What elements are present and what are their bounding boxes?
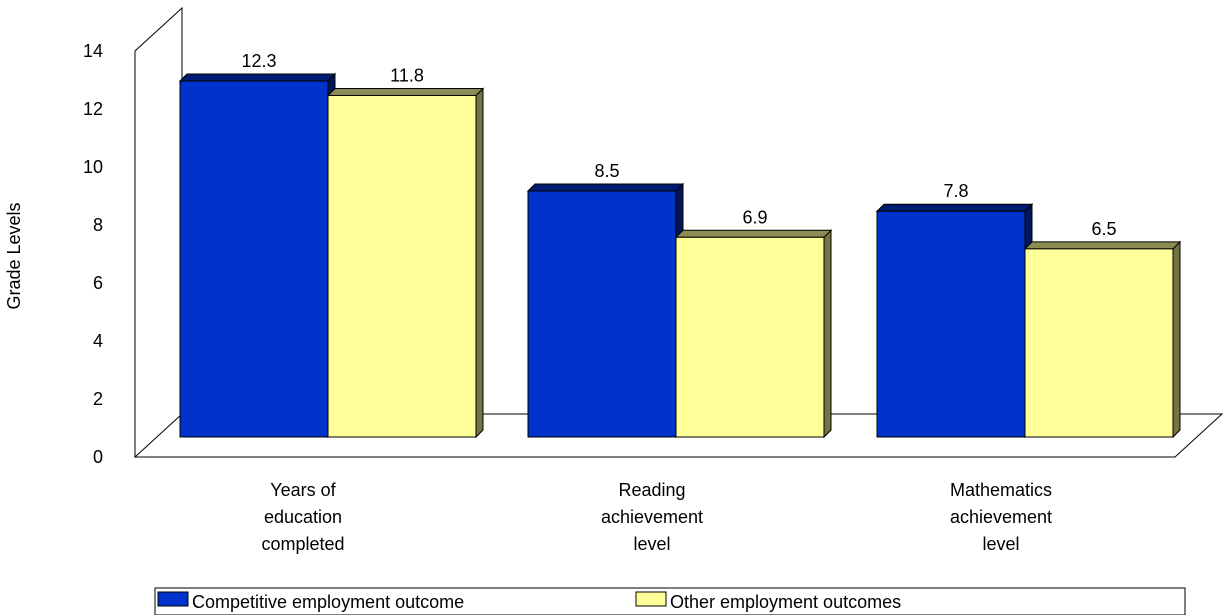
data-label: 7.8	[943, 181, 968, 201]
bar-top	[1023, 241, 1182, 250]
y-tick-label: 10	[83, 157, 103, 177]
data-label-group: 12.3 8.5 7.8 11.8 6.9 6.5	[241, 51, 1116, 239]
legend-label: Competitive employment outcome	[192, 592, 464, 612]
y-tick-label: 12	[83, 99, 103, 119]
bar-front	[1024, 248, 1174, 438]
legend-swatch	[635, 591, 667, 607]
bar-side	[475, 87, 484, 439]
bar-top	[674, 229, 833, 238]
bar	[674, 229, 833, 439]
bar-front	[876, 210, 1026, 438]
data-label: 6.9	[742, 207, 767, 227]
bar	[178, 72, 337, 439]
bar-top	[526, 183, 685, 192]
x-tick-label: Reading achievement level	[601, 480, 703, 554]
legend-label: Other employment outcomes	[670, 592, 901, 612]
y-tick-label: 0	[93, 447, 103, 467]
x-tick-label: Mathematics achievement level	[950, 480, 1052, 554]
bar	[875, 203, 1034, 439]
x-tick-label: Years of education completed	[261, 480, 344, 554]
legend-box	[154, 587, 1186, 615]
bar	[326, 87, 485, 439]
y-tick-label: 6	[93, 273, 103, 293]
y-axis: 0 2 4 6 8 10 12 14	[83, 41, 103, 467]
bar-top	[178, 73, 337, 82]
bar	[1023, 240, 1182, 439]
bar-front	[327, 94, 477, 438]
data-label: 6.5	[1091, 219, 1116, 239]
y-tick-label: 8	[93, 215, 103, 235]
bar-top	[875, 203, 1034, 212]
y-tick-label: 4	[93, 331, 103, 351]
x-axis: Years of education completed Reading achieve…	[261, 480, 1052, 554]
bar-top	[326, 87, 485, 96]
data-label: 12.3	[241, 51, 276, 71]
bar-front	[179, 80, 329, 438]
legend-swatch	[157, 591, 189, 607]
bar	[526, 182, 685, 439]
legend: Competitive employment outcome Other empl…	[154, 587, 1186, 615]
y-axis-title: Grade Levels	[4, 202, 24, 309]
y-tick-label: 14	[83, 41, 103, 61]
bar-front	[675, 236, 825, 438]
data-label: 8.5	[594, 161, 619, 181]
bar-group	[178, 72, 1182, 439]
back-wall	[134, 6, 183, 457]
bar-front	[527, 190, 677, 438]
bar-side	[823, 229, 832, 439]
bar-side	[1172, 240, 1181, 439]
data-label: 11.8	[390, 65, 424, 85]
y-tick-label: 2	[93, 389, 103, 409]
